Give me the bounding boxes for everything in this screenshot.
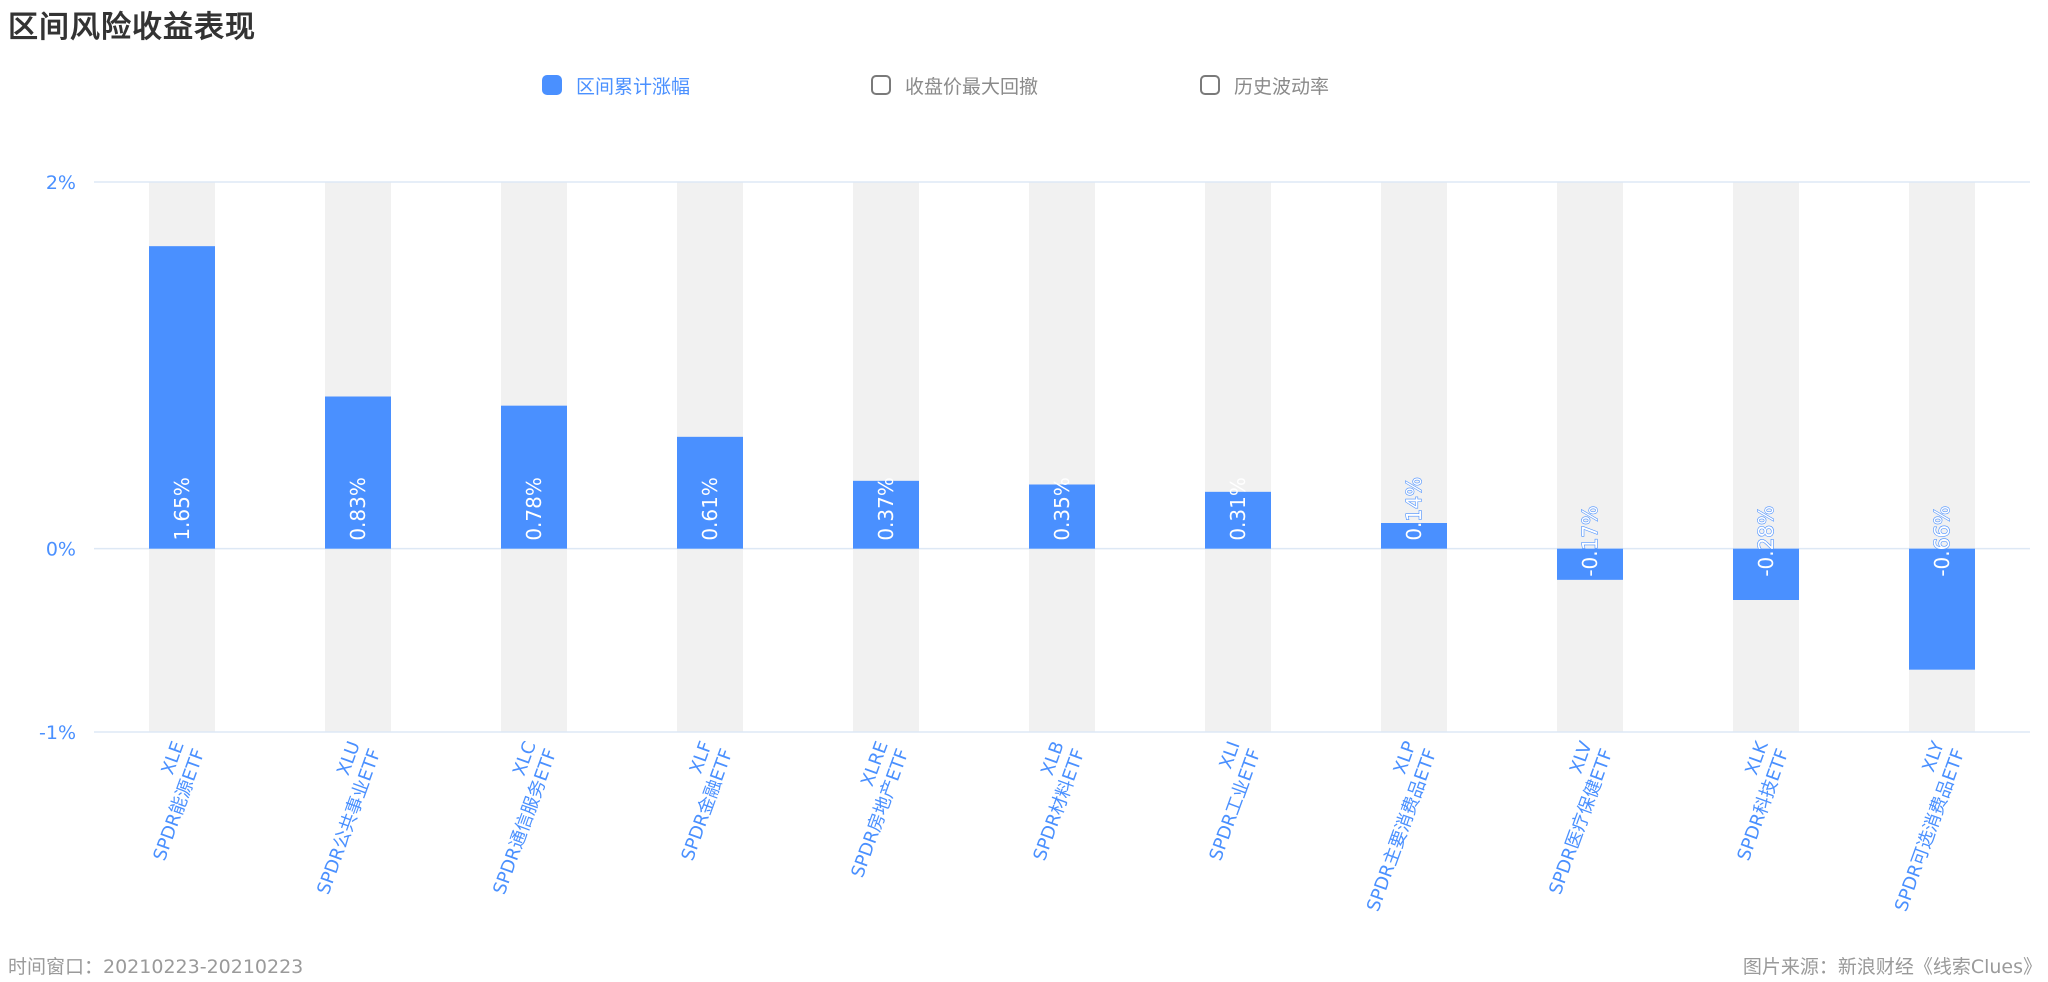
data-label: 0.61% (698, 477, 722, 541)
bar (1909, 548, 1975, 670)
legend-checkbox-unchecked-icon[interactable] (871, 75, 891, 95)
bar (1557, 548, 1623, 580)
bar (677, 436, 743, 549)
bar-background-band (1029, 182, 1095, 732)
legend-checkbox-checked-icon[interactable] (542, 75, 562, 95)
legend-item-cumulative-gain[interactable]: 区间累计涨幅 (542, 70, 690, 100)
bar (1029, 484, 1095, 549)
bar-background-band (1205, 182, 1271, 732)
y-tick-label: -1% (39, 722, 76, 744)
chart-title: 区间风险收益表现 (8, 10, 256, 45)
data-label: 0.83% (346, 477, 370, 541)
legend-checkbox-unchecked-icon[interactable] (1200, 75, 1220, 95)
y-tick-label: 0% (46, 539, 76, 561)
time-window-note: 时间窗口：20210223-20210223 (8, 956, 304, 978)
bar (325, 396, 391, 549)
data-label: -0.17% (1578, 506, 1602, 577)
legend-label: 历史波动率 (1234, 75, 1330, 98)
bar (1733, 548, 1799, 600)
bar (853, 480, 919, 549)
data-label: 0.31% (1226, 477, 1250, 541)
data-label: 0.78% (522, 477, 546, 541)
legend-label: 区间累计涨幅 (576, 75, 691, 98)
bar-background-band (1733, 182, 1799, 732)
bar (1205, 491, 1271, 549)
data-label: -0.66% (1930, 506, 1954, 577)
legend-item-max-drawdown[interactable]: 收盘价最大回撤 (871, 70, 1038, 100)
bar-background-band (853, 182, 919, 732)
data-label: 0.14% (1402, 477, 1426, 541)
image-source-note: 图片来源：新浪财经《线索Clues》 (1742, 956, 2042, 978)
legend-item-historical-volatility[interactable]: 历史波动率 (1200, 70, 1329, 100)
bar (1381, 523, 1447, 549)
data-label: -0.28% (1754, 506, 1778, 577)
legend-label: 收盘价最大回撤 (905, 75, 1039, 98)
bar-background-band (1381, 182, 1447, 732)
bar-background-band (1557, 182, 1623, 732)
bar (501, 405, 567, 549)
bar (149, 246, 215, 549)
data-label: 0.35% (1050, 477, 1074, 541)
data-label: 1.65% (170, 477, 194, 541)
y-tick-label: 2% (46, 172, 76, 194)
data-label: 0.37% (874, 477, 898, 541)
